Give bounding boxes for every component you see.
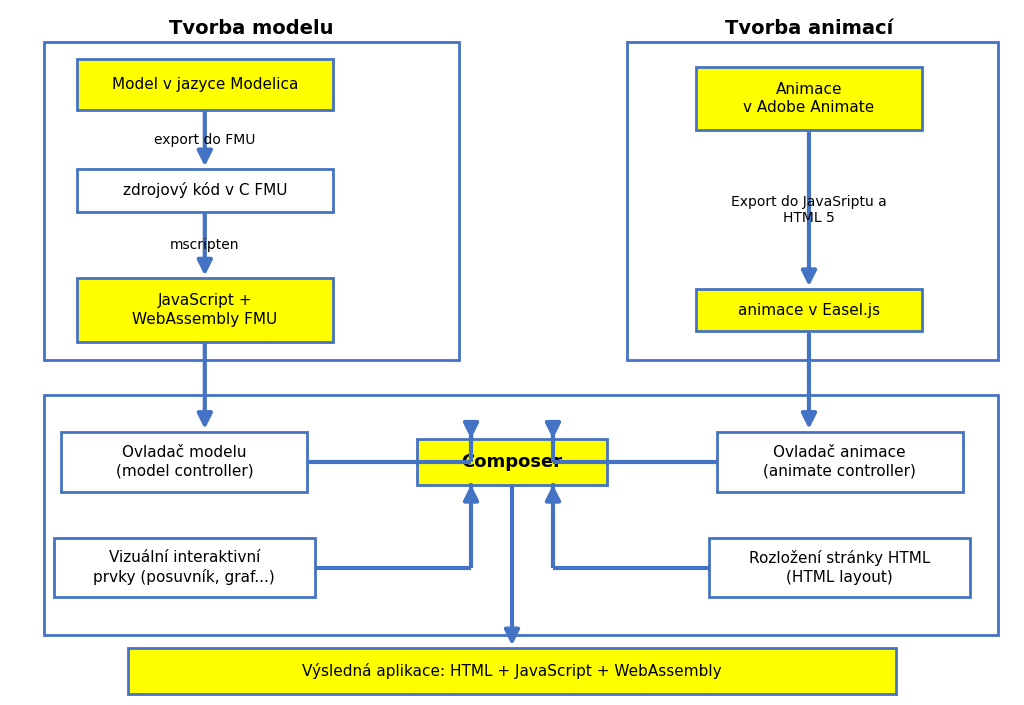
FancyBboxPatch shape: [717, 431, 963, 492]
Text: Ovladač animace
(animate controller): Ovladač animace (animate controller): [763, 445, 916, 479]
Text: export do FMU: export do FMU: [155, 133, 255, 147]
Text: zdrojový kód v C FMU: zdrojový kód v C FMU: [123, 183, 287, 198]
FancyBboxPatch shape: [128, 649, 896, 694]
Text: Export do JavaSriptu a
HTML 5: Export do JavaSriptu a HTML 5: [731, 195, 887, 225]
FancyBboxPatch shape: [77, 278, 333, 342]
FancyBboxPatch shape: [696, 67, 922, 130]
Text: JavaScript +
WebAssembly FMU: JavaScript + WebAssembly FMU: [132, 293, 278, 327]
Text: Model v jazyce Modelica: Model v jazyce Modelica: [112, 77, 298, 92]
FancyBboxPatch shape: [77, 59, 333, 110]
FancyBboxPatch shape: [61, 431, 307, 492]
Text: animace v Easel.js: animace v Easel.js: [738, 302, 880, 318]
Text: mscripten: mscripten: [170, 238, 240, 252]
Text: Ovladač modelu
(model controller): Ovladač modelu (model controller): [116, 445, 253, 479]
FancyBboxPatch shape: [418, 439, 606, 485]
Text: Tvorba modelu: Tvorba modelu: [169, 19, 333, 37]
Text: Tvorba animací: Tvorba animací: [725, 19, 893, 37]
Text: Rozložení stránky HTML
(HTML layout): Rozložení stránky HTML (HTML layout): [749, 550, 931, 585]
FancyBboxPatch shape: [709, 537, 971, 597]
FancyBboxPatch shape: [77, 169, 333, 212]
FancyBboxPatch shape: [53, 537, 315, 597]
Text: Vizuální interaktivní
prvky (posuvník, graf...): Vizuální interaktivní prvky (posuvník, g…: [93, 550, 275, 585]
Text: Animace
v Adobe Animate: Animace v Adobe Animate: [743, 82, 874, 116]
Text: Výsledná aplikace: HTML + JavaScript + WebAssembly: Výsledná aplikace: HTML + JavaScript + W…: [302, 663, 722, 679]
Text: Composer: Composer: [462, 453, 562, 471]
FancyBboxPatch shape: [696, 289, 922, 331]
